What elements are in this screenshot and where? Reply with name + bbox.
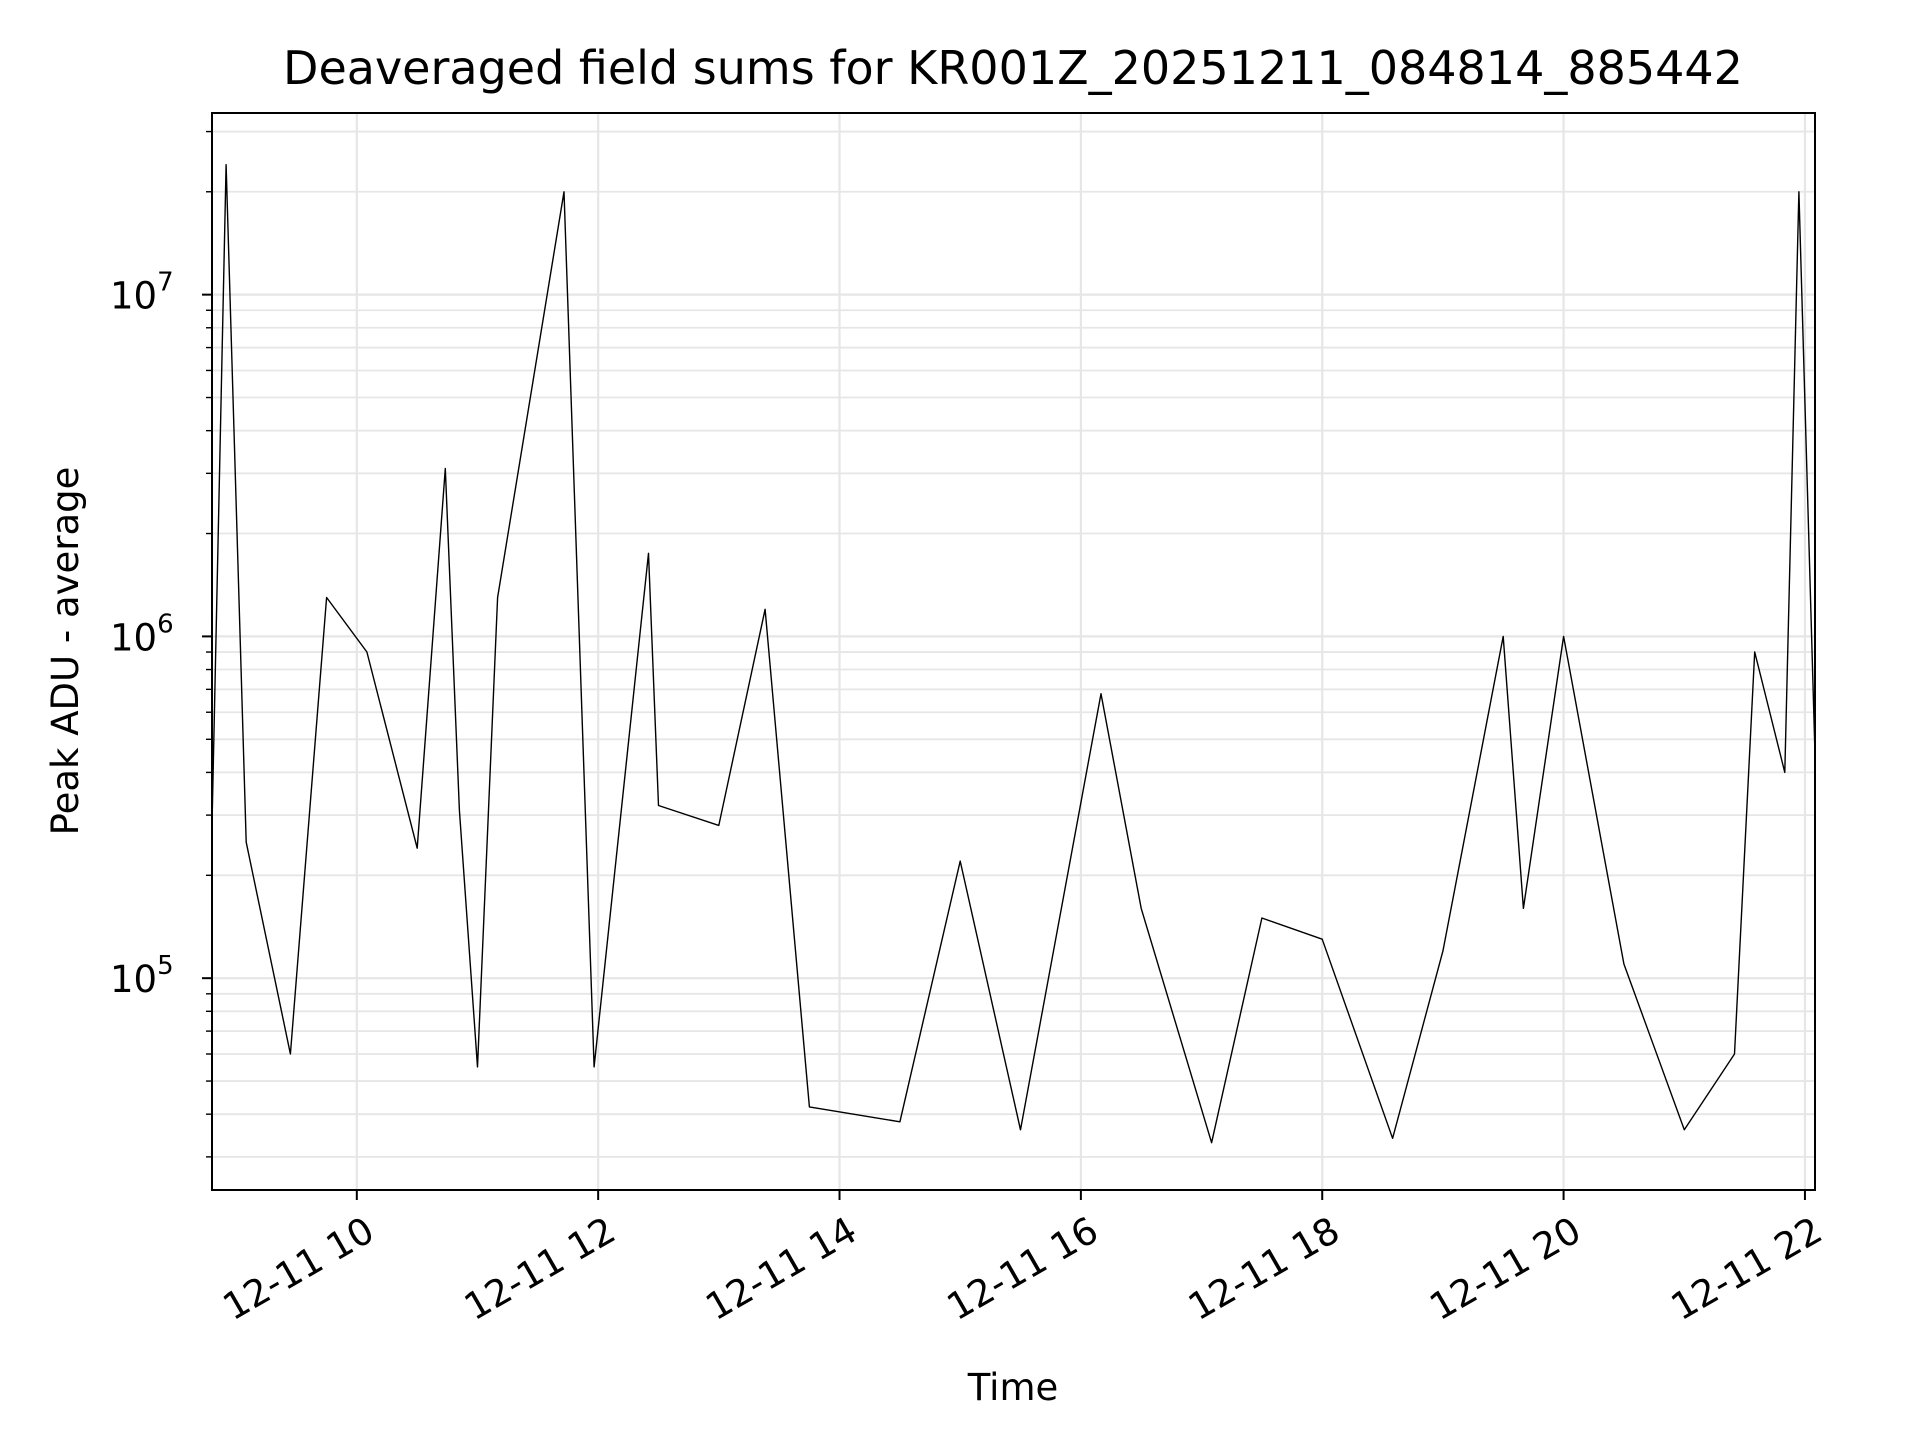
y-axis-label: Peak ADU - average: [44, 467, 87, 836]
chart-title: Deaveraged field sums for KR001Z_2025121…: [283, 41, 1743, 95]
y-tick-label: 105: [110, 951, 174, 1001]
grid: [212, 113, 1815, 1190]
series-layer: [211, 163, 1816, 1144]
y-tick-label: 107: [110, 268, 174, 318]
y-tick-label: 106: [110, 609, 174, 659]
series-line: [211, 163, 1816, 1144]
x-axis-label: Time: [967, 1366, 1059, 1409]
y-axis: 105 106 107: [110, 130, 212, 1158]
